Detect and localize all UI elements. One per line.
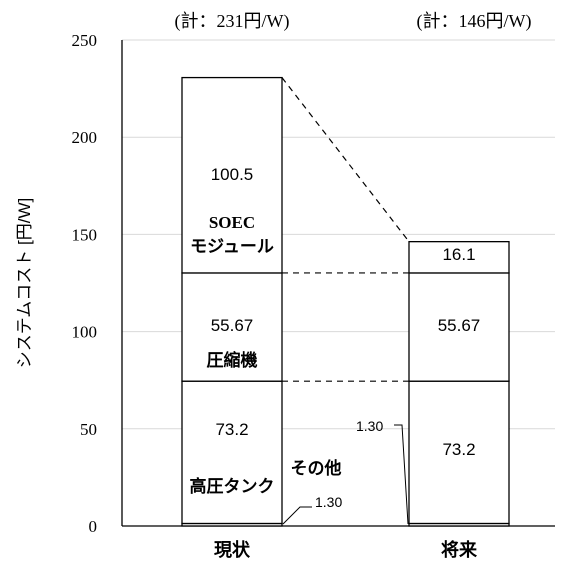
bar-segment: [408, 272, 510, 382]
callout-leader-line: [394, 424, 409, 525]
total-label: (計：146円/W): [417, 11, 532, 32]
series-name-line: モジュール: [190, 237, 274, 256]
y-tick-label: 200: [72, 128, 98, 147]
y-tick-label: 100: [72, 323, 98, 342]
y-axis-title: システムコスト [円/W]: [15, 198, 34, 368]
series-name-label: その他: [291, 458, 342, 478]
data-label: 55.67: [211, 316, 254, 335]
series-name-line: 圧縮機: [207, 350, 258, 370]
series-name-line: 高圧タンク: [190, 476, 275, 496]
series-name-line: その他: [291, 458, 342, 478]
total-label: (計：231円/W): [175, 11, 290, 32]
data-label: 55.67: [438, 316, 481, 335]
data-label: 16.1: [442, 245, 475, 264]
series-name-label: 高圧タンク: [190, 476, 275, 496]
bar-segment: [408, 241, 510, 274]
y-tick-label: 250: [72, 31, 98, 50]
bar-segment: [181, 380, 283, 525]
series-name-line: SOEC: [209, 213, 255, 232]
x-tick-label: 将来: [441, 539, 478, 560]
data-label: 1.30: [356, 418, 383, 434]
x-tick-label: 現状: [214, 539, 251, 560]
bar-segment: [181, 76, 283, 274]
y-tick-label: 50: [80, 420, 97, 439]
data-label: 73.2: [215, 420, 248, 439]
data-label: 100.5: [211, 165, 254, 184]
series-name-label: SOEC モジュール: [190, 213, 274, 256]
data-label: 73.2: [442, 440, 475, 459]
callout-leader-line: [282, 506, 312, 525]
y-tick-label: 150: [72, 225, 98, 244]
data-label: 1.30: [315, 494, 342, 510]
series-name-label: 圧縮機: [207, 350, 258, 370]
connector-dashed-line: [281, 77, 410, 243]
y-tick-label: 0: [89, 517, 98, 536]
